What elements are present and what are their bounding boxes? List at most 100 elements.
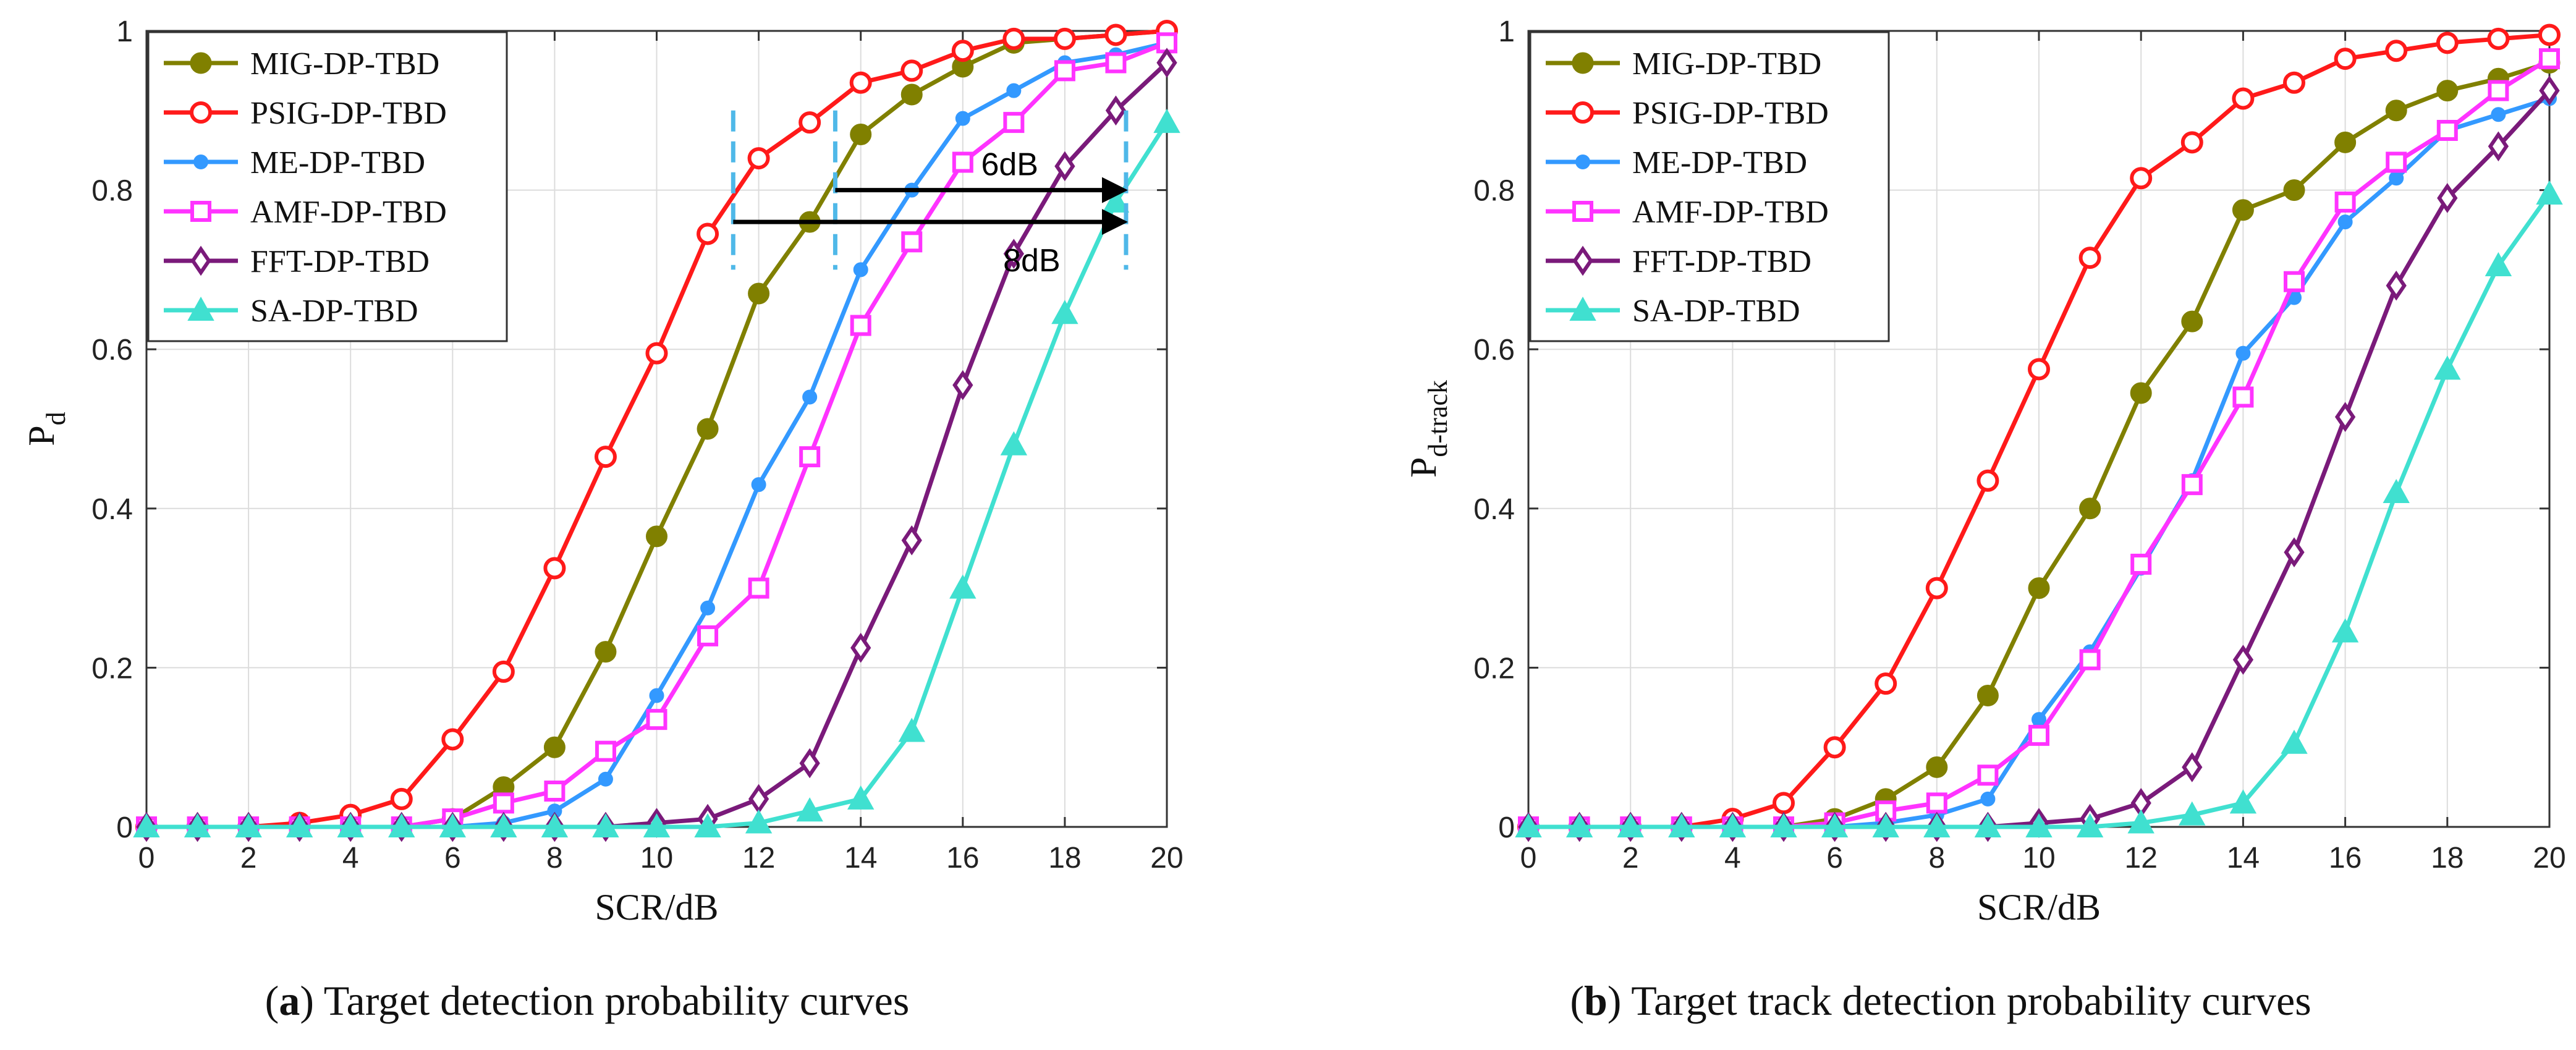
legend-b: MIG-DP-TBD PSIG-DP-TBD ME-DP-TBD AMF-DP-TBD… — [1529, 31, 1890, 342]
point-a-5-16 — [949, 574, 977, 599]
point-a-0-15 — [900, 83, 923, 106]
point-b-3-12 — [2130, 553, 2152, 575]
xtick-label-a-4: 8 — [546, 842, 563, 874]
point-a-5-1 — [184, 813, 211, 837]
point-a-3-16 — [952, 151, 973, 173]
point-a-4-13 — [799, 748, 820, 779]
point-b-4-16 — [2334, 402, 2356, 432]
xtick-label-b-9: 18 — [2431, 842, 2464, 874]
point-a-0-11 — [697, 418, 719, 440]
point-b-1-15 — [2283, 71, 2305, 94]
xtick-label-b-4: 8 — [1928, 842, 1945, 874]
ytick-label-b-1: 0.2 — [1473, 652, 1515, 685]
legend-label-b-1: PSIG-DP-TBD — [1632, 96, 1829, 131]
point-a-5-10 — [643, 813, 671, 837]
point-a-1-15 — [900, 59, 923, 82]
point-a-1-5 — [390, 787, 413, 810]
legend-label-a-0: MIG-DP-TBD — [250, 46, 439, 82]
ytick-label-b-0: 0 — [1498, 811, 1515, 844]
ytick-label-b-4: 0.8 — [1473, 175, 1515, 208]
series-b-5 — [1515, 180, 2563, 837]
point-a-5-20 — [1153, 109, 1180, 133]
caption-a-letter: a — [279, 977, 300, 1024]
legend-label-a-1: PSIG-DP-TBD — [250, 96, 447, 131]
point-a-1-16 — [951, 40, 974, 62]
point-b-1-7 — [1875, 672, 1897, 695]
xtick-label-a-2: 4 — [342, 842, 359, 874]
point-a-4-17 — [1003, 239, 1024, 269]
legend-marker-b-3 — [1572, 201, 1593, 222]
legend-box-b — [1529, 31, 1890, 342]
ytick-label-b-3: 0.6 — [1473, 334, 1515, 366]
point-a-2-17 — [1006, 83, 1022, 98]
xtick-label-a-10: 20 — [1150, 842, 1183, 874]
legend-label-b-5: SA-DP-TBD — [1632, 294, 1800, 329]
point-b-2-17 — [2389, 171, 2404, 186]
point-a-1-7 — [492, 660, 515, 683]
point-b-3-15 — [2284, 271, 2305, 292]
point-b-5-16 — [2331, 618, 2359, 643]
caption-a: (a) Target detection probability curves — [265, 977, 910, 1024]
point-a-4-16 — [952, 370, 973, 400]
point-b-4-15 — [2284, 537, 2305, 567]
point-b-5-7 — [1872, 813, 1899, 837]
legend-marker-a-0 — [190, 52, 212, 74]
xtick-label-a-9: 18 — [1048, 842, 1081, 874]
point-b-5-18 — [2434, 355, 2461, 380]
ylabel-main-b: P — [1403, 457, 1444, 478]
point-b-3-20 — [2539, 48, 2560, 70]
point-a-1-9 — [594, 446, 617, 468]
point-a-5-4 — [337, 813, 364, 837]
point-a-5-5 — [388, 813, 415, 837]
point-b-1-17 — [2385, 40, 2408, 62]
xtick-label-a-8: 16 — [946, 842, 979, 874]
point-a-5-2 — [235, 813, 262, 837]
point-b-1-5 — [1773, 792, 1795, 815]
legend-label-b-2: ME-DP-TBD — [1632, 145, 1807, 180]
xtick-label-a-7: 14 — [844, 842, 877, 874]
xtick-label-b-1: 2 — [1622, 842, 1639, 874]
point-b-4-18 — [2437, 183, 2458, 213]
point-a-5-14 — [847, 785, 875, 810]
xlabel-a: SCR/dB — [595, 887, 718, 928]
point-a-0-14 — [850, 123, 872, 145]
point-a-1-19 — [1104, 23, 1127, 46]
point-b-5-19 — [2485, 252, 2512, 276]
point-a-0-9 — [595, 641, 617, 663]
point-b-0-9 — [1976, 684, 1999, 706]
point-a-3-17 — [1003, 112, 1025, 133]
caption-b: (b) Target track detection probability c… — [1570, 977, 2311, 1024]
point-a-5-11 — [694, 813, 721, 837]
point-b-4-20 — [2539, 75, 2560, 106]
legend-marker-a-4 — [190, 245, 211, 276]
point-a-3-12 — [748, 577, 769, 599]
caption-b-letter: b — [1583, 977, 1608, 1024]
xtick-label-b-3: 6 — [1826, 842, 1843, 874]
legend-label-a-2: ME-DP-TBD — [250, 145, 425, 180]
ytick-label-a-4: 0.8 — [91, 175, 133, 208]
point-a-5-6 — [439, 813, 466, 837]
point-b-3-13 — [2181, 474, 2203, 496]
point-b-3-9 — [1977, 764, 1999, 786]
legend-marker-b-4 — [1572, 245, 1593, 276]
point-b-1-8 — [1925, 577, 1948, 599]
chart-b: 0 2 4 6 8 10 12 14 16 18 20 0 0.2 0.4 0.6 0.8 1 SCR/dB Pd-… — [1403, 15, 2566, 928]
legend-marker-b-5 — [1569, 296, 1596, 321]
point-b-5-0 — [1515, 813, 1542, 837]
point-b-0-17 — [2385, 99, 2407, 122]
point-b-5-5 — [1770, 813, 1797, 837]
point-a-5-7 — [490, 813, 517, 837]
xtick-label-a-1: 2 — [240, 842, 257, 874]
legend-box-a — [147, 31, 508, 342]
caption-a-text: Target detection probability curves — [323, 977, 910, 1024]
point-a-0-12 — [748, 282, 770, 305]
point-b-4-17 — [2386, 270, 2407, 301]
point-a-3-19 — [1105, 52, 1127, 74]
point-a-3-14 — [850, 315, 871, 336]
point-b-0-10 — [2028, 577, 2050, 599]
xtick-label-b-8: 16 — [2329, 842, 2362, 874]
point-b-5-17 — [2383, 478, 2410, 504]
xtick-label-a-6: 12 — [742, 842, 775, 874]
point-a-0-8 — [543, 736, 566, 758]
point-b-5-13 — [2179, 801, 2206, 826]
